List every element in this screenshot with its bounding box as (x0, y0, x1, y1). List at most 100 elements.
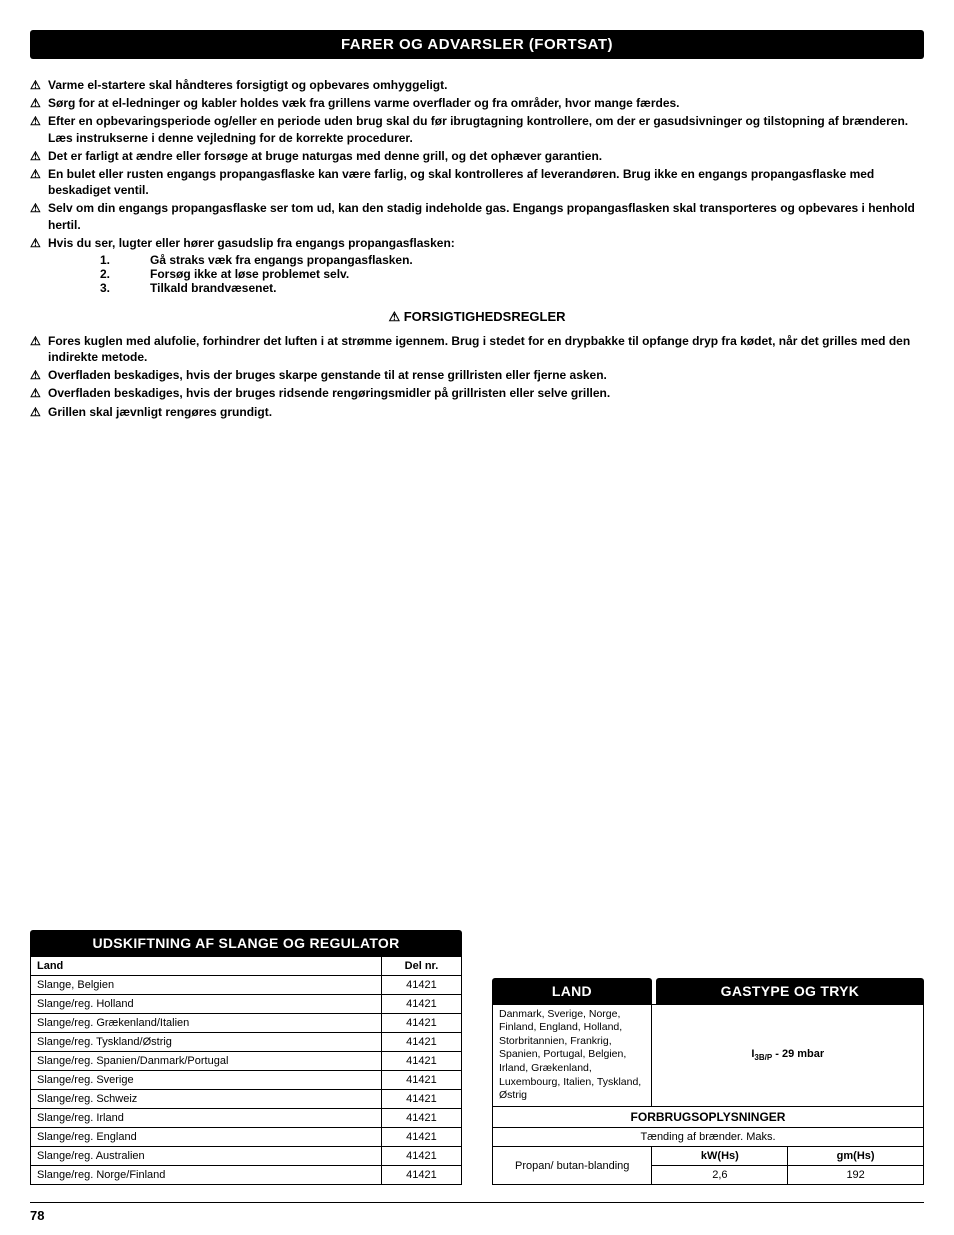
gas-fuel-label: Propan/ butan-blanding (493, 1147, 652, 1185)
page-banner: FARER OG ADVARSLER (FORTSAT) (30, 30, 924, 59)
cell-part: 41421 (381, 976, 461, 995)
warnings-section-b: ⚠Fores kuglen med alufolie, forhindrer d… (30, 333, 924, 420)
warning-icon: ⚠ (30, 166, 48, 182)
warning-item: ⚠Grillen skal jævnligt rengøres grundigt… (30, 404, 924, 420)
table-row: Slange/reg. Australien41421 (31, 1147, 462, 1166)
gas-row-subtitle: Tænding af brænder. Maks. (493, 1128, 924, 1147)
warnings-section-a: ⚠Varme el-startere skal håndteres forsig… (30, 77, 924, 295)
table-row: Slange/reg. Tyskland/Østrig41421 (31, 1033, 462, 1052)
cell-country: Slange/reg. Tyskland/Østrig (31, 1033, 382, 1052)
warning-icon: ⚠ (30, 95, 48, 111)
warning-item: ⚠Varme el-startere skal håndteres forsig… (30, 77, 924, 93)
page-rule (30, 1202, 924, 1203)
warning-text: Overfladen beskadiges, hvis der bruges s… (48, 367, 924, 383)
page-number: 78 (30, 1208, 44, 1223)
gas-col-gm: gm(Hs) (788, 1147, 924, 1166)
warning-text: Sørg for at el-ledninger og kabler holde… (48, 95, 924, 111)
gas-section-title: FORBRUGSOPLYSNINGER (493, 1107, 924, 1128)
warning-text: En bulet eller rusten engangs propangasf… (48, 166, 924, 198)
warning-text: Grillen skal jævnligt rengøres grundigt. (48, 404, 924, 420)
cell-country: Slange/reg. Sverige (31, 1071, 382, 1090)
table-row: Slange, Belgien41421 (31, 976, 462, 995)
warning-icon: ⚠ (30, 200, 48, 216)
step-number: 3. (100, 281, 150, 295)
warning-item: ⚠Overfladen beskadiges, hvis der bruges … (30, 385, 924, 401)
pressure-suffix: - 29 mbar (772, 1048, 824, 1060)
step-text: Gå straks væk fra engangs propangasflask… (150, 253, 413, 267)
cell-country: Slange/reg. Spanien/Danmark/Portugal (31, 1052, 382, 1071)
parts-table-title: UDSKIFTNING AF SLANGE OG REGULATOR (30, 930, 462, 956)
gas-row-countries: Danmark, Sverige, Norge, Finland, Englan… (493, 1004, 924, 1106)
table-row: Slange/reg. England41421 (31, 1128, 462, 1147)
gas-table: Danmark, Sverige, Norge, Finland, Englan… (492, 1004, 924, 1185)
table-row: Slange/reg. Grækenland/Italien41421 (31, 1014, 462, 1033)
pressure-sub: 3B/P (754, 1053, 772, 1062)
warning-text: Hvis du ser, lugter eller hører gasudsli… (48, 235, 924, 251)
step-number: 1. (100, 253, 150, 267)
warning-item: ⚠Efter en opbevaringsperiode og/eller en… (30, 113, 924, 145)
precautions-heading: ⚠ FORSIGTIGHEDSREGLER (30, 309, 924, 325)
col-country: Land (31, 957, 382, 976)
cell-part: 41421 (381, 1109, 461, 1128)
warning-text: Selv om din engangs propangasflaske ser … (48, 200, 924, 232)
warning-item: ⚠Hvis du ser, lugter eller hører gasudsl… (30, 235, 924, 251)
warning-text: Fores kuglen med alufolie, forhindrer de… (48, 333, 924, 365)
table-row: Slange/reg. Norge/Finland41421 (31, 1166, 462, 1185)
cell-country: Slange/reg. Grækenland/Italien (31, 1014, 382, 1033)
cell-country: Slange/reg. Australien (31, 1147, 382, 1166)
parts-table-container: UDSKIFTNING AF SLANGE OG REGULATOR Land … (30, 930, 462, 1185)
gas-header-row: LAND GASTYPE OG TRYK (492, 978, 924, 1004)
warning-icon: ⚠ (30, 333, 48, 349)
warning-text: Overfladen beskadiges, hvis der bruges r… (48, 385, 924, 401)
warning-icon: ⚠ (30, 113, 48, 129)
warning-item: ⚠Sørg for at el-ledninger og kabler hold… (30, 95, 924, 111)
gas-pressure-cell: I3B/P - 29 mbar (652, 1004, 924, 1106)
table-row: Slange/reg. Spanien/Danmark/Portugal4142… (31, 1052, 462, 1071)
cell-part: 41421 (381, 1128, 461, 1147)
warning-text: Varme el-startere skal håndteres forsigt… (48, 77, 924, 93)
cell-country: Slange/reg. Schweiz (31, 1090, 382, 1109)
table-header-row: Land Del nr. (31, 957, 462, 976)
cell-part: 41421 (381, 1014, 461, 1033)
sub-steps: 1.Gå straks væk fra engangs propangasfla… (100, 253, 924, 295)
cell-country: Slange/reg. Irland (31, 1109, 382, 1128)
table-row: Slange/reg. Schweiz41421 (31, 1090, 462, 1109)
cell-part: 41421 (381, 995, 461, 1014)
warning-text: Det er farligt at ændre eller forsøge at… (48, 148, 924, 164)
warning-icon: ⚠ (30, 235, 48, 251)
gas-val-gm: 192 (788, 1166, 924, 1185)
warning-icon: ⚠ (30, 77, 48, 93)
warning-icon: ⚠ (30, 367, 48, 383)
col-part: Del nr. (381, 957, 461, 976)
tables-row: UDSKIFTNING AF SLANGE OG REGULATOR Land … (30, 930, 924, 1185)
warning-item: ⚠Overfladen beskadiges, hvis der bruges … (30, 367, 924, 383)
table-row: Slange/reg. Sverige41421 (31, 1071, 462, 1090)
warning-item: ⚠Fores kuglen med alufolie, forhindrer d… (30, 333, 924, 365)
gas-header-land: LAND (492, 978, 652, 1004)
gas-header-gastype: GASTYPE OG TRYK (656, 978, 924, 1004)
warning-icon: ⚠ (30, 148, 48, 164)
warning-icon: ⚠ (30, 385, 48, 401)
gas-countries-cell: Danmark, Sverige, Norge, Finland, Englan… (493, 1004, 652, 1106)
warning-item: ⚠Selv om din engangs propangasflaske ser… (30, 200, 924, 232)
cell-part: 41421 (381, 1052, 461, 1071)
table-row: Slange/reg. Holland41421 (31, 995, 462, 1014)
step-text: Forsøg ikke at løse problemet selv. (150, 267, 349, 281)
warning-item: ⚠En bulet eller rusten engangs propangas… (30, 166, 924, 198)
cell-country: Slange, Belgien (31, 976, 382, 995)
cell-country: Slange/reg. Holland (31, 995, 382, 1014)
gas-table-container: LAND GASTYPE OG TRYK Danmark, Sverige, N… (492, 978, 924, 1185)
table-row: Slange/reg. Irland41421 (31, 1109, 462, 1128)
gas-row-section: FORBRUGSOPLYSNINGER (493, 1107, 924, 1128)
gas-col-kw: kW(Hs) (652, 1147, 788, 1166)
gas-row-headers: Propan/ butan-blanding kW(Hs) gm(Hs) (493, 1147, 924, 1166)
gas-subtitle: Tænding af brænder. Maks. (493, 1128, 924, 1147)
cell-country: Slange/reg. Norge/Finland (31, 1166, 382, 1185)
cell-part: 41421 (381, 1147, 461, 1166)
cell-country: Slange/reg. England (31, 1128, 382, 1147)
cell-part: 41421 (381, 1071, 461, 1090)
warning-icon: ⚠ (30, 404, 48, 420)
cell-part: 41421 (381, 1090, 461, 1109)
cell-part: 41421 (381, 1166, 461, 1185)
warning-item: ⚠Det er farligt at ændre eller forsøge a… (30, 148, 924, 164)
